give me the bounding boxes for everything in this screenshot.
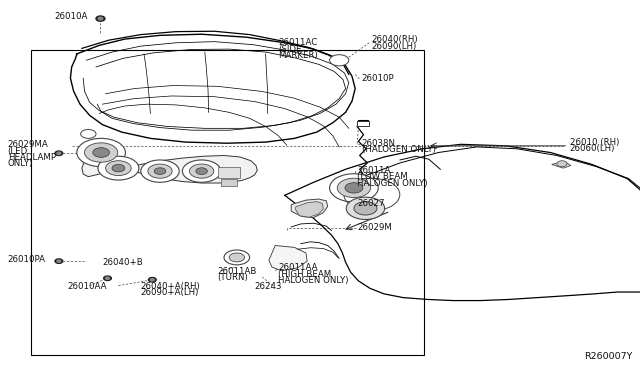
Text: 26029M: 26029M (357, 223, 392, 232)
Circle shape (112, 164, 125, 172)
Bar (218, 167, 240, 178)
Text: HALOGEN ONLY): HALOGEN ONLY) (357, 179, 428, 187)
Text: 26243: 26243 (255, 282, 282, 291)
Circle shape (345, 183, 363, 193)
Text: (LED: (LED (8, 147, 28, 155)
Text: 26011AB: 26011AB (218, 267, 257, 276)
Circle shape (84, 143, 118, 162)
Text: 26040+A(RH): 26040+A(RH) (141, 282, 200, 291)
Text: HEADLAMP: HEADLAMP (8, 153, 56, 162)
Text: 26029MA: 26029MA (8, 140, 49, 149)
Circle shape (346, 197, 385, 219)
Bar (31, 50, 424, 355)
Text: 26010A: 26010A (54, 12, 88, 21)
Circle shape (106, 277, 109, 279)
Polygon shape (296, 202, 323, 217)
Circle shape (229, 253, 244, 262)
Circle shape (150, 279, 154, 281)
Circle shape (55, 259, 63, 263)
Text: R260007Y: R260007Y (584, 352, 632, 361)
Circle shape (354, 202, 377, 215)
Text: (LOW BEAM: (LOW BEAM (357, 172, 408, 181)
Circle shape (148, 278, 156, 282)
Circle shape (182, 160, 221, 182)
Polygon shape (291, 199, 328, 218)
Circle shape (196, 168, 207, 174)
Text: 26038N: 26038N (362, 139, 396, 148)
Circle shape (330, 55, 349, 66)
Text: 26040(RH): 26040(RH) (371, 35, 418, 44)
Circle shape (98, 156, 139, 180)
Circle shape (81, 129, 96, 138)
Text: 26060(LH): 26060(LH) (570, 144, 615, 153)
Circle shape (330, 174, 378, 202)
Circle shape (104, 276, 111, 280)
Circle shape (141, 160, 179, 182)
Circle shape (337, 178, 371, 198)
Text: 26010PA: 26010PA (8, 255, 45, 264)
Circle shape (96, 16, 105, 21)
Text: 26011AC: 26011AC (278, 38, 317, 47)
Circle shape (189, 164, 214, 178)
Text: 26011A: 26011A (357, 166, 390, 174)
Text: (SIDE: (SIDE (278, 45, 302, 54)
Bar (221, 179, 237, 186)
Text: 26011AA: 26011AA (278, 263, 318, 272)
Circle shape (106, 161, 131, 176)
Circle shape (224, 250, 250, 265)
Bar (357, 121, 369, 126)
Circle shape (57, 260, 61, 262)
Polygon shape (552, 161, 571, 168)
Text: ONLY): ONLY) (8, 159, 33, 168)
Circle shape (77, 138, 125, 167)
Text: 26090(LH): 26090(LH) (371, 42, 417, 51)
Circle shape (93, 148, 109, 157)
Text: HALOGEN ONLY): HALOGEN ONLY) (278, 276, 349, 285)
Polygon shape (269, 246, 307, 271)
Text: 26010P: 26010P (362, 74, 394, 83)
Circle shape (148, 164, 172, 178)
Circle shape (99, 17, 102, 20)
Text: (HIGH BEAM: (HIGH BEAM (278, 270, 332, 279)
Circle shape (557, 161, 567, 167)
Circle shape (55, 151, 63, 155)
Text: (HALOGEN ONLY): (HALOGEN ONLY) (362, 145, 435, 154)
Text: 26040+B: 26040+B (102, 258, 143, 267)
Text: 26090+A(LH): 26090+A(LH) (141, 288, 199, 297)
Text: 26027: 26027 (357, 199, 385, 208)
Text: MARKER): MARKER) (278, 51, 318, 60)
Polygon shape (82, 153, 257, 183)
Text: 26010 (RH): 26010 (RH) (570, 138, 619, 147)
Text: 26010AA: 26010AA (67, 282, 107, 291)
Circle shape (154, 168, 166, 174)
Circle shape (57, 152, 61, 154)
Text: (TURN): (TURN) (218, 273, 248, 282)
